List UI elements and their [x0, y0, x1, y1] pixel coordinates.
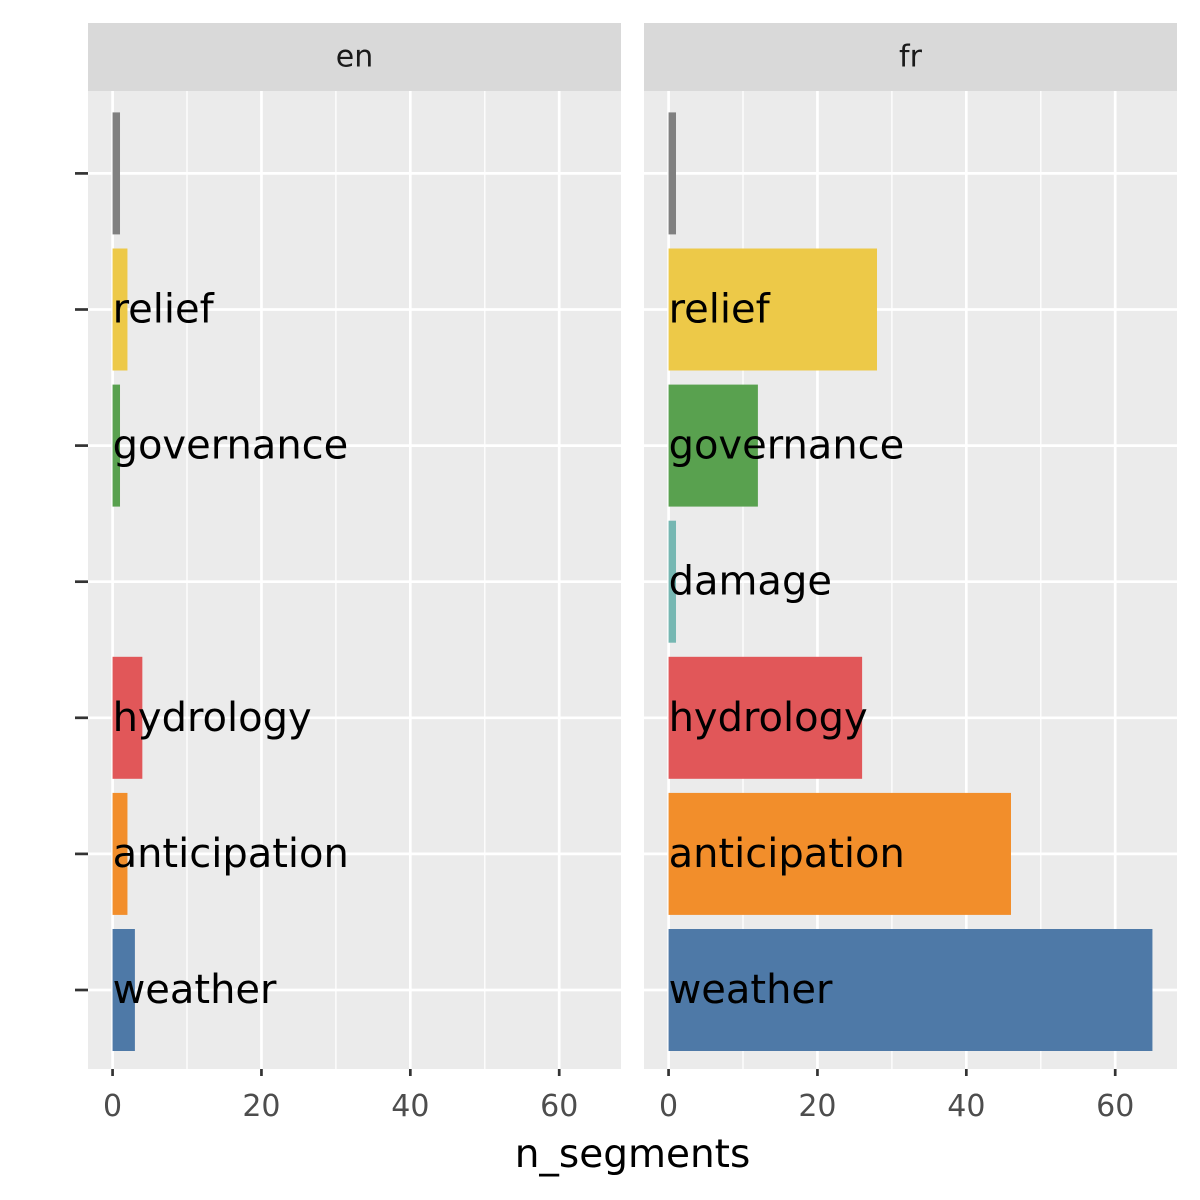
- bar-fr-governance: [668, 384, 758, 507]
- bar-label-en-hydrology: hydrology: [113, 695, 312, 741]
- x-tick-label: 60: [540, 1089, 578, 1124]
- x-tick-label: 0: [103, 1089, 122, 1124]
- bar-label-fr-weather: weather: [669, 967, 833, 1013]
- bar-label-fr-relief: relief: [669, 287, 771, 333]
- bar-en-governance: [112, 384, 121, 507]
- bar-en-anticipation: [112, 792, 128, 915]
- bar-fr-blank: [668, 112, 677, 235]
- x-tick-label: 0: [659, 1089, 678, 1124]
- bar-label-fr-damage: damage: [669, 559, 832, 605]
- x-tick-label: 60: [1096, 1089, 1134, 1124]
- x-axis-title: n_segments: [515, 1132, 751, 1177]
- bar-label-en-weather: weather: [113, 967, 277, 1013]
- bar-en-relief: [112, 248, 128, 371]
- bar-fr-relief: [668, 248, 878, 371]
- bar-en-hydrology: [112, 656, 143, 779]
- bar-en-weather: [112, 929, 135, 1051]
- x-tick-label: 20: [242, 1089, 280, 1124]
- facet-strip-label-en: en: [336, 40, 373, 75]
- panel-background-en: [88, 91, 621, 1069]
- bar-label-fr-governance: governance: [669, 423, 905, 469]
- bar-en-blank: [112, 112, 121, 235]
- bar-label-en-anticipation: anticipation: [113, 831, 349, 877]
- x-tick-label: 40: [391, 1089, 429, 1124]
- facet-strip-label-fr: fr: [899, 40, 923, 75]
- bar-fr-hydrology: [668, 656, 863, 779]
- bar-label-fr-hydrology: hydrology: [669, 695, 868, 741]
- x-tick-label: 20: [798, 1089, 836, 1124]
- bar-fr-weather: [668, 929, 1153, 1051]
- x-tick-label: 40: [947, 1089, 985, 1124]
- facet-strip-fr: [644, 23, 1177, 91]
- bar-fr-damage: [668, 520, 677, 643]
- bar-label-en-relief: relief: [113, 287, 215, 333]
- facet-strip-en: [88, 23, 621, 91]
- bar-label-fr-anticipation: anticipation: [669, 831, 905, 877]
- bar-fr-anticipation: [668, 792, 1011, 915]
- bar-label-en-governance: governance: [113, 423, 349, 469]
